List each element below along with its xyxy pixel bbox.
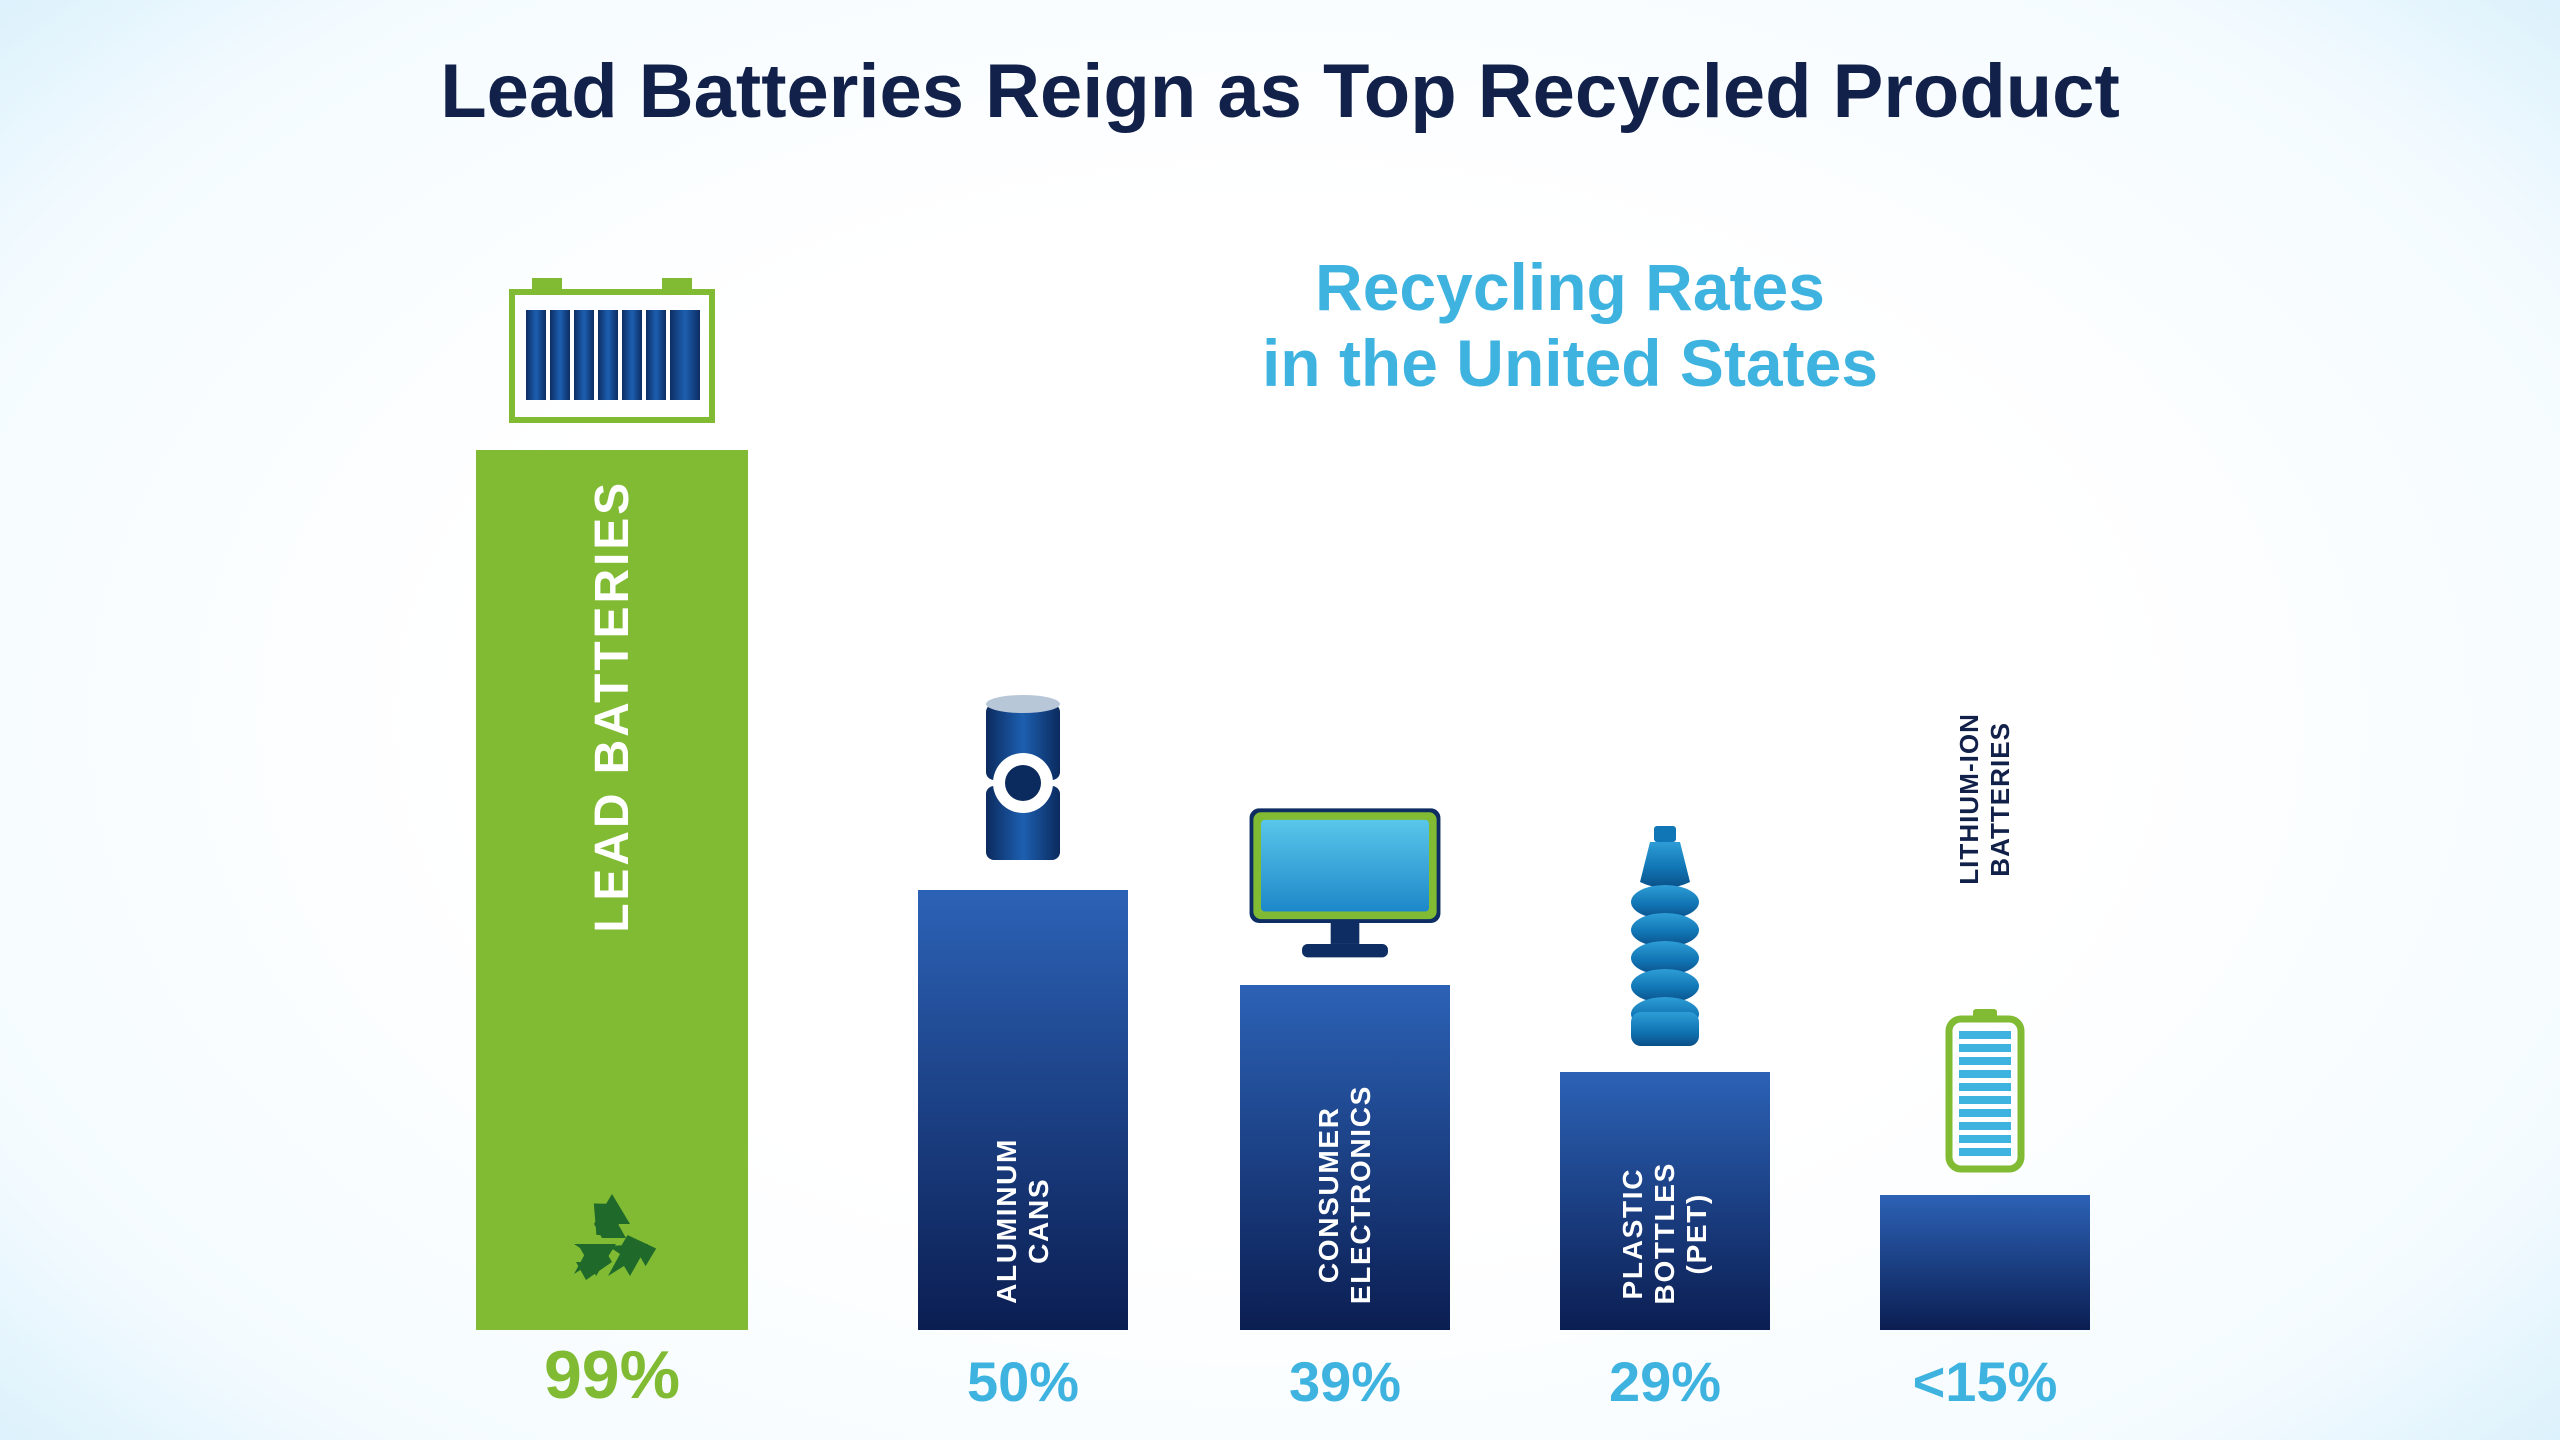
bar-lead: LEAD BATTERIES (476, 450, 748, 1330)
bar-label-lith: LITHIUM-ION BATTERIES (1954, 713, 2016, 885)
bar-value-plas: 29% (1560, 1349, 1770, 1414)
svg-text:+: + (547, 273, 559, 295)
car-battery-icon: + - (476, 270, 748, 430)
bar-alum: ALUMINUM CANS (918, 890, 1128, 1330)
bar-value-elec: 39% (1240, 1349, 1450, 1414)
infographic-stage: Lead Batteries Reign as Top Recycled Pro… (0, 0, 2560, 1440)
bar-elec: CONSUMER ELECTRONICS (1240, 985, 1450, 1330)
title-text: Lead Batteries Reign as Top Recycled Pro… (440, 49, 2120, 134)
phone-battery-icon (1880, 1005, 2090, 1175)
page-title: Lead Batteries Reign as Top Recycled Pro… (0, 48, 2560, 135)
svg-text:-: - (677, 270, 685, 296)
bar-chart: LEAD BATTERIES 99% + - ALUMINUM CANS50% (0, 280, 2560, 1330)
chart-column-plas: PLASTIC BOTTLES (PET)29% (1560, 280, 1770, 1330)
bar-label-alum: ALUMINUM CANS (991, 1138, 1055, 1304)
chart-column-alum: ALUMINUM CANS50% (918, 280, 1128, 1330)
bar-plas: PLASTIC BOTTLES (PET) (1560, 1072, 1770, 1330)
bar-label-plas: PLASTIC BOTTLES (PET) (1617, 1162, 1713, 1304)
bar-value-alum: 50% (918, 1349, 1128, 1414)
bar-label-elec: CONSUMER ELECTRONICS (1313, 1085, 1377, 1304)
chart-column-lead: LEAD BATTERIES 99% + - (476, 280, 748, 1330)
bar-label-lead: LEAD BATTERIES (585, 480, 640, 933)
bar-lith (1880, 1195, 2090, 1330)
bar-value-lith: <15% (1880, 1349, 2090, 1414)
chart-column-lith: <15% LITHIUM-ION BATTERIES (1880, 280, 2090, 1330)
monitor-icon (1240, 795, 1450, 965)
can-icon (918, 690, 1128, 870)
chart-column-elec: CONSUMER ELECTRONICS39% (1240, 280, 1450, 1330)
recycle-icon (476, 1184, 748, 1304)
bar-value-lead: 99% (476, 1336, 748, 1414)
bottle-icon (1560, 822, 1770, 1052)
